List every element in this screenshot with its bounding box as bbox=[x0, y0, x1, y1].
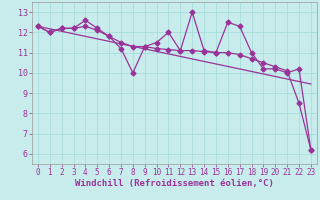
X-axis label: Windchill (Refroidissement éolien,°C): Windchill (Refroidissement éolien,°C) bbox=[75, 179, 274, 188]
